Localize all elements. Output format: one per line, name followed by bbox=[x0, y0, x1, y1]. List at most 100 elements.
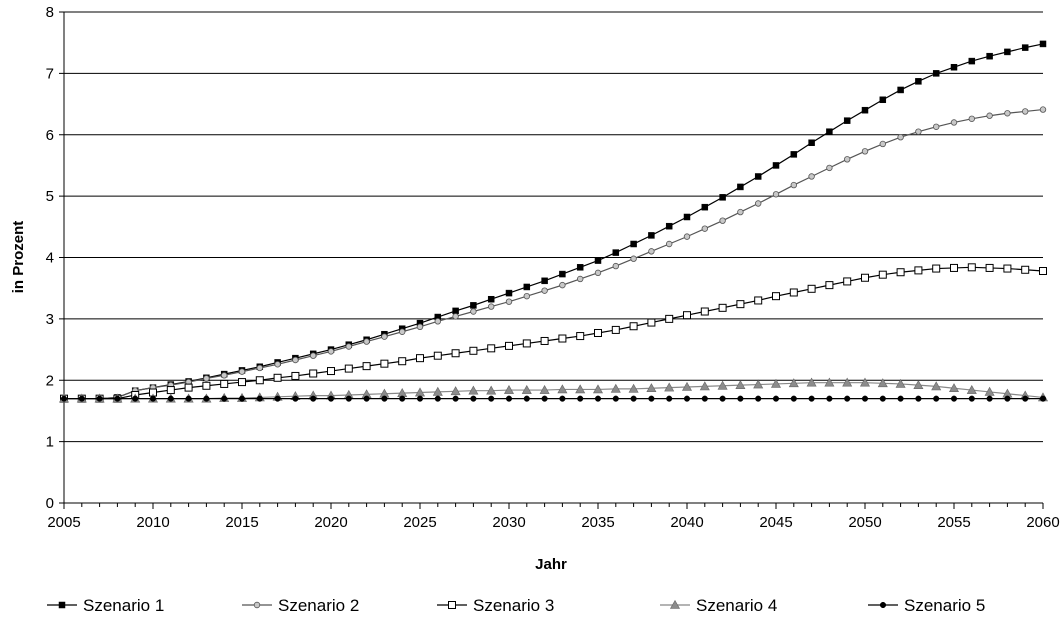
series-1-point bbox=[701, 203, 709, 211]
series-3-point bbox=[950, 263, 958, 272]
series-3-point bbox=[754, 296, 763, 305]
series-1-point bbox=[861, 106, 869, 114]
series-3-point bbox=[932, 264, 941, 273]
legend-item-1: Szenario 1 bbox=[47, 596, 164, 615]
series-1-point bbox=[986, 52, 993, 60]
series-1-point bbox=[1021, 44, 1029, 51]
x-tick-label-2015: 2015 bbox=[225, 514, 258, 531]
legend-label-5: Szenario 5 bbox=[904, 596, 985, 615]
series-5-point bbox=[915, 395, 922, 402]
series-5-point bbox=[648, 395, 655, 402]
series-1-point bbox=[487, 295, 495, 303]
series-3-point bbox=[878, 270, 887, 279]
series-5-point bbox=[844, 395, 851, 402]
legend-marker-3 bbox=[448, 601, 456, 609]
series-3-point bbox=[843, 277, 852, 286]
series-4-point bbox=[503, 384, 515, 394]
series-4-point bbox=[895, 378, 906, 388]
series-4-point bbox=[450, 386, 461, 396]
series-2-point bbox=[950, 119, 958, 126]
x-tick-label-2020: 2020 bbox=[314, 514, 347, 531]
series-3-point bbox=[683, 311, 691, 320]
series-5-point bbox=[363, 395, 370, 402]
series-4-point bbox=[699, 381, 710, 391]
series-5-point bbox=[968, 395, 975, 402]
series-2-point bbox=[826, 164, 833, 172]
series-1-point bbox=[772, 162, 780, 169]
series-5-point bbox=[630, 395, 637, 402]
series-3-point bbox=[665, 314, 674, 323]
series-5-point bbox=[577, 395, 584, 402]
series-2-point bbox=[648, 248, 655, 255]
series-1-point bbox=[897, 86, 904, 94]
series-2-point bbox=[772, 191, 780, 198]
legend-marker-5 bbox=[879, 601, 887, 609]
x-axis-tick-labels: 2005 2010 2015 2020 2025 2030 2035 2040 2045 2050… bbox=[47, 503, 1060, 531]
series-5-point bbox=[185, 395, 192, 402]
series-1-point bbox=[452, 307, 459, 315]
x-axis-title: Jahr bbox=[535, 556, 567, 573]
series-5-point bbox=[594, 395, 602, 402]
series-2-point bbox=[292, 356, 299, 364]
series-5-point bbox=[470, 395, 477, 402]
series-5-point bbox=[167, 395, 174, 402]
series-2-point bbox=[220, 372, 228, 379]
series-5-point bbox=[221, 395, 228, 402]
series-2-point bbox=[256, 364, 263, 372]
series-2-point bbox=[452, 313, 459, 320]
x-tick-label-2040: 2040 bbox=[670, 514, 703, 531]
series-2-point bbox=[310, 352, 317, 359]
series-4-point bbox=[753, 379, 764, 389]
series-2-point bbox=[808, 173, 815, 180]
series-3-point bbox=[576, 332, 585, 341]
series-5-point bbox=[132, 395, 139, 402]
series-2-point bbox=[719, 217, 726, 224]
series-2 bbox=[60, 106, 1047, 402]
series-5-point bbox=[666, 395, 673, 402]
series-2-point bbox=[505, 298, 513, 305]
series-5-point bbox=[78, 395, 85, 402]
series-2-point bbox=[470, 308, 477, 315]
series-3-point bbox=[398, 357, 407, 366]
series-4-point bbox=[539, 384, 550, 394]
series-4-point bbox=[842, 377, 853, 387]
series-3-point bbox=[736, 300, 745, 309]
series-2-point bbox=[933, 123, 940, 130]
series-5-point bbox=[861, 395, 869, 402]
series-3 bbox=[60, 263, 1047, 403]
y-tick-label-4: 4 bbox=[46, 250, 54, 267]
series-2-point bbox=[915, 128, 922, 135]
series-3-point bbox=[807, 284, 816, 293]
series-2-point bbox=[559, 281, 566, 289]
series-4-point bbox=[966, 384, 977, 394]
series-5-point bbox=[203, 395, 210, 402]
legend-item-5: Szenario 5 bbox=[868, 596, 985, 615]
series-5-point bbox=[933, 395, 940, 402]
series-5-point bbox=[238, 395, 246, 402]
series-2-point bbox=[381, 333, 388, 340]
series-5-point bbox=[381, 395, 388, 402]
series-5-point bbox=[452, 395, 459, 402]
x-tick-label-2060: 2060 bbox=[1026, 514, 1059, 531]
series-2-point bbox=[1039, 106, 1047, 113]
series-1-point bbox=[915, 78, 922, 85]
series-3-point bbox=[967, 263, 976, 272]
series-4-point bbox=[806, 377, 817, 387]
series-1-point bbox=[665, 222, 673, 230]
series-3-point bbox=[896, 268, 905, 277]
series-5-point bbox=[1004, 395, 1011, 402]
series-1-point bbox=[541, 277, 548, 285]
y-tick-label-1: 1 bbox=[46, 434, 54, 451]
series-4-point bbox=[592, 384, 604, 394]
series-1-line bbox=[64, 43, 1044, 400]
legend: Szenario 1 Szenario 2 Szenario 3 Szenario 4… bbox=[47, 596, 985, 615]
series-3-point bbox=[255, 376, 264, 385]
series-3-point bbox=[772, 292, 780, 301]
series-3-point bbox=[416, 354, 424, 363]
series-5-point bbox=[96, 395, 103, 402]
series-1-point bbox=[648, 232, 655, 239]
series-3-point bbox=[505, 341, 513, 350]
series-3-point bbox=[202, 381, 211, 390]
series-5-point bbox=[256, 395, 263, 402]
